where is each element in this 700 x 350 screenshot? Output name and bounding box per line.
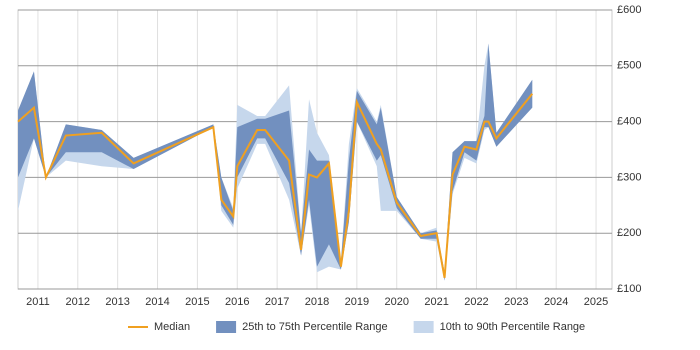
x-tick-label: 2023 <box>504 296 528 308</box>
y-tick-label: £300 <box>617 171 641 183</box>
y-tick-label: £600 <box>617 4 641 16</box>
x-tick-label: 2021 <box>424 296 448 308</box>
y-tick-label: £100 <box>617 283 641 295</box>
legend-label: 25th to 75th Percentile Range <box>242 321 388 333</box>
legend-swatch <box>216 321 237 333</box>
y-tick-label: £200 <box>617 227 641 239</box>
median-line <box>17 93 534 279</box>
y-tick-label: £400 <box>617 116 641 128</box>
percentile-band <box>18 43 533 281</box>
x-tick-label: 2022 <box>464 296 488 308</box>
x-tick-label: 2024 <box>544 296 568 308</box>
x-tick-label: 2015 <box>185 296 209 308</box>
x-tick-label: 2025 <box>584 296 608 308</box>
legend-label: 10th to 90th Percentile Range <box>440 321 586 333</box>
x-tick-label: 2012 <box>66 296 90 308</box>
x-tick-label: 2020 <box>384 296 408 308</box>
x-tick-label: 2019 <box>345 296 369 308</box>
x-tick-label: 2016 <box>225 296 249 308</box>
x-tick-label: 2011 <box>26 296 50 308</box>
legend-swatch <box>413 321 434 333</box>
x-tick-label: 2013 <box>105 296 129 308</box>
legend-label: Median <box>154 321 190 333</box>
y-tick-label: £500 <box>617 60 641 72</box>
x-tick-label: 2018 <box>305 296 329 308</box>
percentile-band <box>18 43 533 281</box>
x-tick-label: 2014 <box>145 296 169 308</box>
x-tick-label: 2017 <box>265 296 289 308</box>
